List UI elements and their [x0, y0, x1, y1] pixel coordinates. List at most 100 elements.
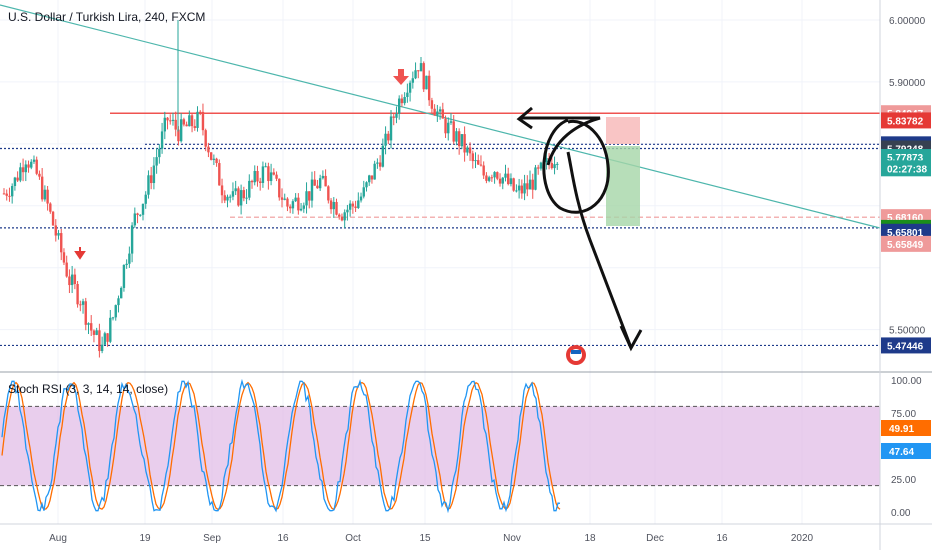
candle-body [144, 194, 147, 204]
candle-body [400, 98, 404, 104]
candle-body [155, 157, 158, 166]
candle-body [455, 131, 458, 142]
candle-body [427, 75, 431, 101]
candle-body [81, 301, 85, 305]
candle-body [433, 108, 436, 116]
candles [2, 20, 559, 358]
candle-body [389, 116, 393, 141]
price-tick-label: 5.90000 [889, 78, 926, 89]
candle-body [122, 265, 126, 288]
candle-body [368, 175, 371, 183]
time-tick-label: 16 [716, 533, 728, 544]
candle-body [493, 172, 496, 178]
candle-body [199, 111, 202, 113]
candle-body [54, 225, 57, 236]
candle-body [182, 119, 186, 125]
candle-body [329, 200, 333, 210]
position-target-zone[interactable] [606, 146, 640, 226]
candle-body [313, 179, 316, 186]
price-tag [881, 337, 931, 354]
candle-body [51, 211, 55, 226]
candle-body [2, 193, 6, 195]
candle-body [294, 197, 297, 202]
candle-body [16, 177, 19, 181]
candle-body [403, 96, 406, 104]
candle-body [430, 100, 434, 109]
candle-body [117, 298, 120, 306]
candle-body [490, 177, 494, 179]
red-down-arrow-icon [74, 247, 86, 260]
candle-body [517, 185, 521, 191]
price-tag [881, 223, 931, 240]
orange-down-arrow-icon [393, 69, 409, 85]
candle-body [109, 317, 112, 342]
candle-body [395, 113, 398, 118]
candle-body [534, 167, 537, 190]
candle-body [141, 203, 145, 215]
candle-body [422, 63, 425, 90]
candle-body [218, 163, 221, 186]
candle-body [512, 178, 515, 191]
candle-body [528, 179, 532, 190]
candle-body [479, 164, 483, 166]
candle-body [523, 183, 526, 194]
price-tag-label: 02:27:38 [887, 164, 927, 175]
main-pane[interactable] [0, 0, 880, 372]
candle-body [419, 63, 423, 72]
candle-body [291, 201, 295, 209]
candle-body [21, 167, 25, 173]
candle-body [130, 225, 134, 254]
candle-body [239, 190, 243, 206]
stoch-axis[interactable]: 100.00 75.00 25.00 0.00 [891, 376, 922, 519]
candle-body [125, 263, 128, 266]
candle-body [299, 208, 303, 211]
candle-body [531, 179, 534, 190]
candle-body [305, 191, 308, 206]
time-tick-label: Nov [503, 533, 521, 544]
candle-body [536, 167, 540, 169]
candle-body [477, 160, 480, 165]
position-stop-zone[interactable] [606, 117, 640, 144]
candle-body [550, 163, 554, 169]
candle-body [509, 178, 513, 185]
candle-body [13, 177, 17, 187]
stoch-tick-label: 25.00 [891, 475, 916, 486]
candle-body [250, 180, 254, 183]
candle-body [220, 185, 224, 196]
candle-body [365, 182, 368, 188]
candle-body [357, 200, 360, 208]
candle-body [256, 170, 259, 182]
candle-body [297, 197, 300, 211]
candle-body [119, 287, 123, 299]
candle-body [272, 172, 276, 175]
price-tag [881, 112, 931, 129]
stoch-tag [881, 443, 931, 459]
time-tick-label: 18 [584, 533, 596, 544]
candle-body [261, 166, 265, 183]
candle-body [302, 205, 306, 209]
candle-body [346, 209, 349, 213]
price-axis[interactable]: 6.000005.900005.500005.849475.837825.799… [881, 16, 931, 354]
candle-body [447, 122, 450, 134]
candle-body [498, 178, 502, 184]
candle-body [147, 175, 150, 195]
stoch-k-line [1, 378, 561, 514]
time-axis[interactable]: Aug 19 Sep 16 Oct 15 Nov 18 Dec 16 2020 [49, 533, 813, 544]
candle-body [381, 145, 385, 167]
candle-body [32, 159, 36, 162]
candle-body [68, 276, 71, 286]
us-flag-logo-icon [566, 345, 586, 365]
candle-body [46, 189, 49, 204]
price-tag-label: 5.77873 [887, 153, 924, 164]
time-tick-label: 15 [419, 533, 431, 544]
horizontal-levels [0, 112, 880, 347]
candle-body [539, 162, 543, 169]
candle-body [397, 98, 401, 114]
candle-body [316, 185, 319, 189]
candle-body [370, 175, 374, 180]
candle-body [457, 131, 461, 147]
candle-body [308, 191, 311, 201]
candle-body [193, 126, 196, 128]
price-tag-label: 5.65849 [887, 240, 924, 251]
